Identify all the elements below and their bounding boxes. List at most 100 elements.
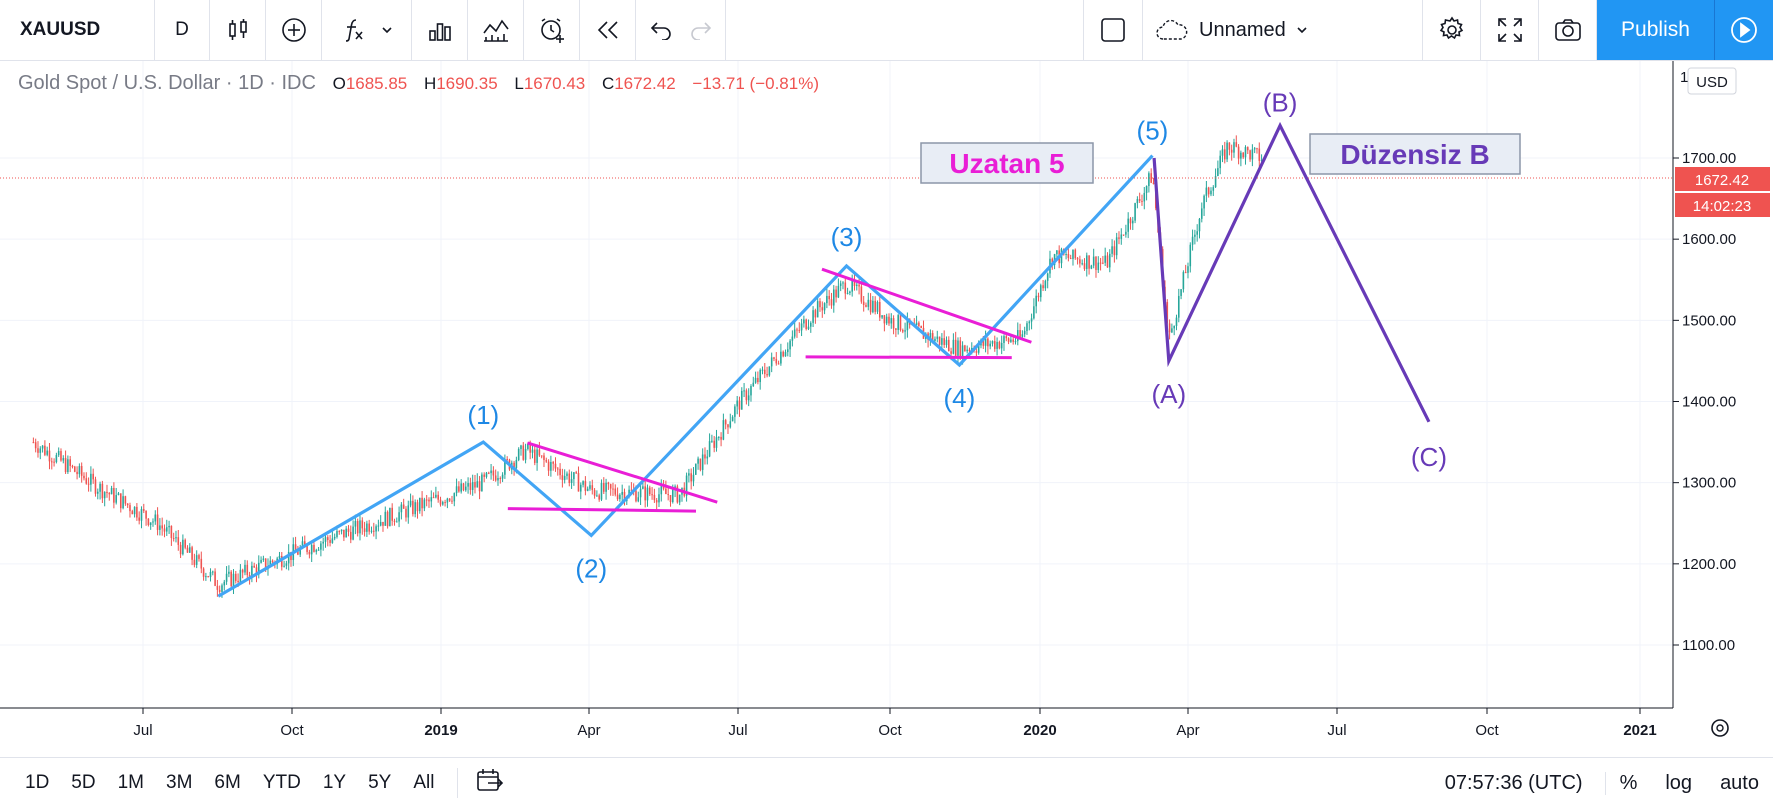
candle-body <box>803 319 805 324</box>
candle-body <box>439 499 442 505</box>
candle-body <box>826 295 828 304</box>
range-1m[interactable]: 1M <box>117 772 144 793</box>
candle-body <box>1113 246 1116 256</box>
candle-body <box>957 340 959 356</box>
candle-body <box>214 571 216 586</box>
candle-body <box>591 485 594 491</box>
auto-toggle[interactable]: auto <box>1720 771 1759 794</box>
price-tick-label: 1300.00 <box>1682 475 1736 492</box>
candle-body <box>619 494 621 500</box>
legend-o-value: 1685.85 <box>345 74 408 93</box>
candle-body <box>106 491 108 494</box>
candle-body <box>706 456 709 459</box>
candle-body <box>264 558 267 570</box>
candle-body <box>372 530 375 532</box>
triangle-upper-line-2 <box>821 267 1032 344</box>
wave-b-label: (B) <box>1263 88 1298 118</box>
candle-body <box>260 559 262 563</box>
range-1y[interactable]: 1Y <box>322 772 347 793</box>
candle-body <box>653 494 656 501</box>
goto-date-button[interactable] <box>470 768 510 798</box>
financials-button[interactable] <box>412 0 468 60</box>
range-3m[interactable]: 3M <box>166 772 193 793</box>
candle-body <box>982 339 985 346</box>
candle-body <box>451 500 453 502</box>
publish-button[interactable]: Publish <box>1597 0 1715 60</box>
candle-body <box>993 341 996 349</box>
candle-body <box>678 494 681 503</box>
candle-body <box>384 511 387 526</box>
candle-body <box>237 580 239 583</box>
candle-body <box>136 506 138 518</box>
candle-body <box>191 547 193 560</box>
play-button[interactable] <box>1715 0 1773 60</box>
candle-body <box>131 511 134 515</box>
candle-body <box>395 521 398 523</box>
candle-body <box>754 377 757 383</box>
redo-icon[interactable] <box>690 20 712 40</box>
candle-body <box>1127 218 1129 232</box>
candle-body <box>1026 323 1028 331</box>
compare-button[interactable] <box>266 0 322 60</box>
time-tick-label: Jul <box>728 722 747 739</box>
candle-body <box>527 443 529 449</box>
candle-body <box>642 486 644 489</box>
candle-body <box>846 292 849 294</box>
candle-body <box>800 323 803 331</box>
candle-body <box>1166 302 1169 324</box>
drawings-layer: (1) (2) (3) (4) (5) (A) (B) (C) Uzatan 5 Düzensiz… <box>217 88 1521 598</box>
candle-body <box>156 514 159 530</box>
layout-selector[interactable]: Unnamed <box>1143 0 1423 60</box>
percent-toggle[interactable]: % <box>1619 771 1638 794</box>
candle-body <box>1210 190 1212 195</box>
undo-icon[interactable] <box>650 20 672 40</box>
calendar-arrow-icon <box>477 769 504 791</box>
candle-body <box>1003 336 1005 343</box>
range-ytd[interactable]: YTD <box>262 772 301 793</box>
candles-layer <box>32 135 1263 598</box>
candle-body <box>1099 262 1102 264</box>
candle-body <box>1212 187 1215 191</box>
candle-body <box>391 507 393 521</box>
candle-body <box>172 538 175 540</box>
utc-clock[interactable]: 07:57:36 (UTC) <box>1431 771 1606 795</box>
log-toggle[interactable]: log <box>1665 771 1693 794</box>
snapshot-button[interactable] <box>1539 0 1597 60</box>
candle-body <box>165 527 168 532</box>
ideas-button[interactable] <box>468 0 524 60</box>
candle-body <box>1228 142 1231 150</box>
camera-icon <box>1554 19 1581 41</box>
price-tick-label: 1100.00 <box>1682 637 1735 654</box>
candle-body <box>906 318 909 331</box>
range-1d[interactable]: 1D <box>25 772 50 793</box>
price-chart[interactable]: (1) (2) (3) (4) (5) (A) (B) (C) Uzatan 5 Düzensiz… <box>0 61 1773 757</box>
candle-body <box>464 486 467 491</box>
range-5y[interactable]: 5Y <box>368 772 392 793</box>
alert-button[interactable] <box>524 0 580 60</box>
candle-body <box>234 573 237 581</box>
candle-body <box>1072 249 1074 259</box>
range-5d[interactable]: 5D <box>71 772 96 793</box>
symbol-search-button[interactable]: XAUUSD <box>0 0 155 60</box>
axis-settings-button[interactable] <box>1711 719 1729 737</box>
candle-body <box>55 455 58 463</box>
candle-body <box>1092 256 1095 266</box>
candle-body <box>122 496 124 509</box>
candle-body <box>550 462 552 471</box>
candle-body <box>39 448 42 453</box>
settings-button[interactable] <box>1423 0 1481 60</box>
range-all[interactable]: All <box>413 772 435 793</box>
indicators-button[interactable] <box>322 0 412 60</box>
candle-body <box>731 416 734 422</box>
legend-dot: · <box>269 72 282 94</box>
interval-button[interactable]: D <box>155 0 210 60</box>
select-tool-button[interactable] <box>1083 0 1143 60</box>
candle-body <box>126 503 129 506</box>
range-6m[interactable]: 6M <box>214 772 241 793</box>
fullscreen-button[interactable] <box>1481 0 1539 60</box>
candle-body <box>1067 253 1070 258</box>
candle-body <box>1131 220 1134 224</box>
chart-type-button[interactable] <box>210 0 266 60</box>
candle-body <box>103 491 106 499</box>
replay-button[interactable] <box>580 0 636 60</box>
